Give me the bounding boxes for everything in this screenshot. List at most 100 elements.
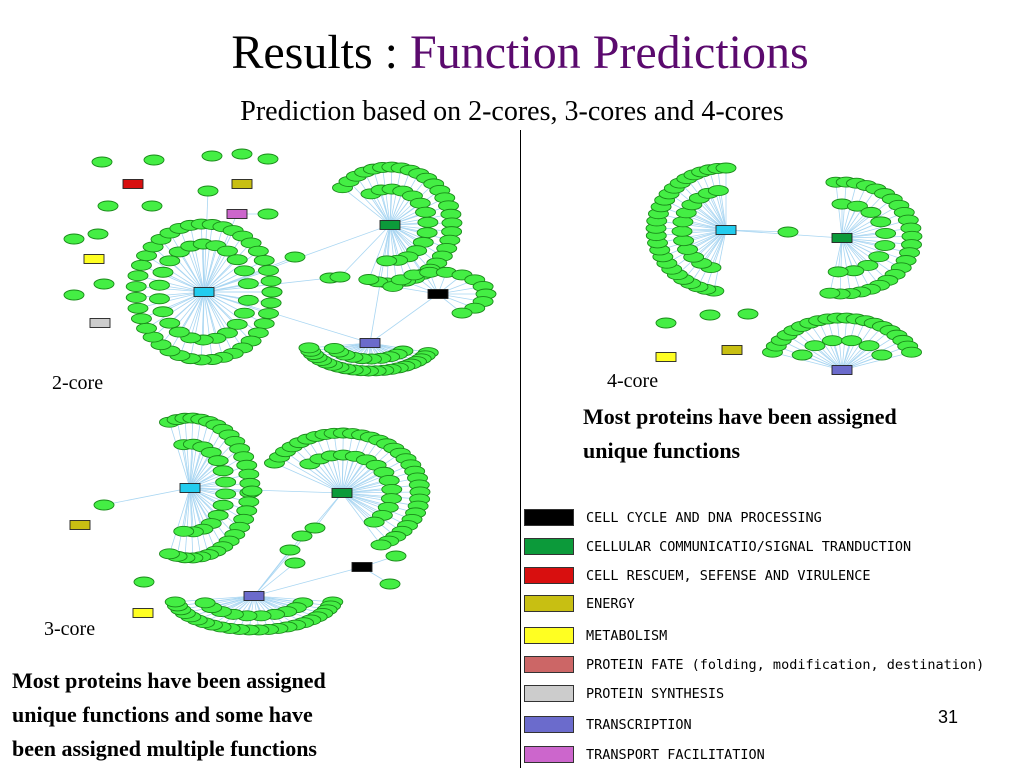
protein-node xyxy=(141,200,163,212)
edge xyxy=(180,595,255,611)
edge xyxy=(717,190,727,231)
protein-node xyxy=(247,245,269,257)
protein-node xyxy=(871,349,893,361)
protein-node xyxy=(93,278,115,290)
protein-node xyxy=(699,309,721,321)
protein-node xyxy=(860,206,882,218)
function-node xyxy=(179,483,201,493)
legend-swatch xyxy=(524,567,574,584)
edge xyxy=(341,491,420,494)
edge xyxy=(160,291,205,345)
protein-node xyxy=(261,286,283,298)
label-4-core: 4-core xyxy=(607,370,659,392)
edge xyxy=(377,224,391,282)
protein-node xyxy=(231,148,253,160)
edge xyxy=(389,224,409,257)
edge xyxy=(713,229,727,292)
protein-node xyxy=(791,349,813,361)
legend-item: CELL RESCUEM, SEFENSE AND VIRULENCE xyxy=(524,566,1024,586)
nodes xyxy=(63,148,497,377)
edge xyxy=(285,451,343,494)
legend-item: METABOLISM xyxy=(524,626,1024,646)
edge xyxy=(809,322,843,371)
edge xyxy=(364,171,391,226)
edge xyxy=(389,224,415,279)
edge xyxy=(103,487,191,506)
protein-node xyxy=(133,576,155,588)
edge xyxy=(169,487,191,554)
legend-swatch xyxy=(524,656,574,673)
edge xyxy=(253,562,296,597)
edge xyxy=(203,250,259,293)
edge xyxy=(389,190,404,226)
protein-node xyxy=(284,251,306,263)
edge xyxy=(330,455,343,494)
protein-node xyxy=(376,255,398,267)
protein-node xyxy=(207,455,229,467)
protein-node xyxy=(236,459,258,471)
edge xyxy=(169,291,205,324)
edge xyxy=(333,433,343,494)
edge xyxy=(279,456,343,494)
slide-title: Results : Function Predictions xyxy=(0,22,1024,84)
protein-node xyxy=(125,281,147,292)
protein-node xyxy=(323,343,345,354)
legend-label: CELLULAR COMMUNICATIO/SIGNAL TRANDUCTION xyxy=(586,539,912,555)
protein-node xyxy=(819,287,841,299)
legend-swatch xyxy=(524,538,574,555)
edge xyxy=(841,237,851,294)
edge xyxy=(341,456,356,494)
edge xyxy=(389,167,402,226)
edge xyxy=(203,245,217,293)
legend-label: TRANSCRIPTION xyxy=(586,717,692,733)
edge xyxy=(369,293,439,344)
protein-node xyxy=(233,265,255,277)
protein-node xyxy=(97,200,119,212)
edge xyxy=(202,244,205,293)
protein-node xyxy=(901,346,922,358)
protein-node xyxy=(260,297,282,309)
edge xyxy=(253,595,333,603)
edge xyxy=(203,291,371,344)
edge xyxy=(380,189,391,226)
edge xyxy=(690,229,727,284)
protein-node xyxy=(841,335,863,347)
protein-node xyxy=(127,302,149,314)
protein-node xyxy=(385,550,407,562)
protein-node xyxy=(212,465,234,477)
edge xyxy=(253,492,343,597)
edge xyxy=(203,291,213,360)
edge xyxy=(341,492,382,546)
protein-node xyxy=(304,522,326,534)
edge xyxy=(274,462,343,494)
protein-node xyxy=(715,162,737,174)
edge xyxy=(841,351,912,371)
protein-node xyxy=(417,216,439,228)
protein-node xyxy=(672,216,694,228)
protein-node xyxy=(381,493,402,505)
edge xyxy=(184,487,191,558)
edge xyxy=(389,189,393,226)
protein-node xyxy=(875,227,897,239)
protein-node xyxy=(168,326,190,338)
slide-subtitle: Prediction based on 2-cores, 3-cores and… xyxy=(240,96,784,127)
edge xyxy=(368,224,391,280)
function-nodes xyxy=(69,483,373,618)
protein-node xyxy=(409,197,431,209)
network-2-core xyxy=(63,148,497,377)
edge xyxy=(841,188,877,239)
protein-node xyxy=(363,516,385,528)
legend-swatch xyxy=(524,716,574,733)
page-number: 31 xyxy=(938,707,959,727)
protein-node xyxy=(707,185,729,197)
edge xyxy=(189,452,212,489)
edge xyxy=(697,229,727,287)
edge xyxy=(341,452,401,494)
edge xyxy=(169,422,191,489)
legend-label: ENERGY xyxy=(586,596,635,612)
protein-node xyxy=(130,313,152,325)
edge xyxy=(839,237,843,294)
edge xyxy=(837,237,843,272)
edge xyxy=(315,436,343,494)
edge xyxy=(389,224,398,261)
